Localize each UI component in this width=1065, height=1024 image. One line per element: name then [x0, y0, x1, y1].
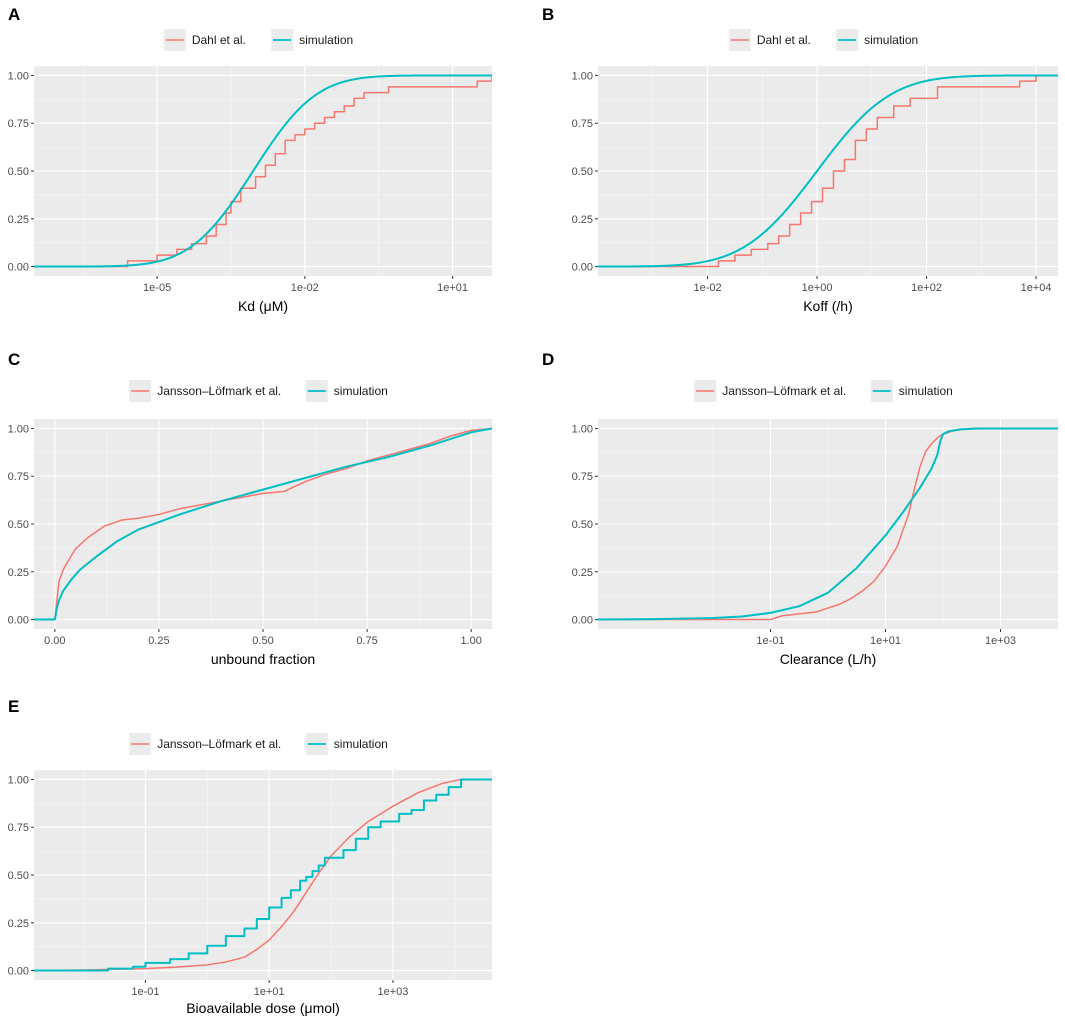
- panel-letter: A: [8, 5, 20, 24]
- x-tick-label: 1e-02: [693, 282, 721, 294]
- x-tick-label: 1e+01: [870, 635, 901, 647]
- series-line-reference: [34, 427, 492, 621]
- y-tick-label: 0.25: [572, 214, 593, 226]
- series-line-simulation: [34, 778, 492, 972]
- x-tick-label: 1e+01: [254, 986, 285, 998]
- legend-label-reference: Dahl et al.: [757, 33, 811, 47]
- legend-label-reference: Jansson–Löfmark et al.: [157, 384, 281, 398]
- y-tick-label: 0.00: [8, 615, 29, 627]
- series-line-simulation: [598, 74, 1058, 268]
- y-tick-label: 1.00: [8, 70, 29, 82]
- series-line-simulation: [598, 427, 1058, 621]
- legend-label-reference: Jansson–Löfmark et al.: [722, 384, 846, 398]
- legend-label-simulation: simulation: [299, 33, 353, 47]
- legend-label-simulation: simulation: [899, 384, 953, 398]
- x-tick-label: 1e-01: [756, 635, 784, 647]
- y-tick-label: 1.00: [572, 70, 593, 82]
- y-tick-label: 0.75: [8, 822, 29, 834]
- x-tick-label: 1e+03: [378, 986, 409, 998]
- x-tick-label: 1e-02: [291, 282, 319, 294]
- y-tick-label: 0.75: [8, 471, 29, 483]
- y-tick-label: 0.00: [8, 966, 29, 978]
- x-tick-label: 0.00: [44, 635, 65, 647]
- legend: Jansson–Löfmark et al. simulation: [129, 380, 388, 402]
- x-tick-label: 1.00: [460, 635, 481, 647]
- series-line-reference: [34, 778, 492, 972]
- legend-label-reference: Jansson–Löfmark et al.: [157, 737, 281, 751]
- y-tick-label: 0.50: [572, 166, 593, 178]
- panel-a: A Dahl et al. simulation 0.00 0.25 0.50 0.75 1.…: [8, 5, 492, 314]
- series-line-simulation: [34, 74, 492, 268]
- x-axis-label: unbound fraction: [211, 651, 315, 667]
- legend-label-reference: Dahl et al.: [192, 33, 246, 47]
- x-axis-label: Bioavailable dose (μmol): [186, 1000, 340, 1016]
- x-tick-label: 1e-01: [131, 986, 159, 998]
- series-line-simulation: [34, 427, 492, 621]
- x-axis-label: Koff (/h): [803, 298, 853, 314]
- panel-letter: B: [542, 5, 554, 24]
- legend: Jansson–Löfmark et al. simulation: [129, 733, 388, 755]
- y-tick-label: 0.25: [8, 918, 29, 930]
- legend-label-simulation: simulation: [864, 33, 918, 47]
- y-tick-label: 0.25: [572, 567, 593, 579]
- y-tick-label: 1.00: [572, 423, 593, 435]
- y-tick-label: 0.25: [8, 567, 29, 579]
- y-tick-label: 0.25: [8, 214, 29, 226]
- legend-label-simulation: simulation: [334, 737, 388, 751]
- legend: Dahl et al. simulation: [728, 29, 918, 51]
- y-tick-label: 1.00: [8, 774, 29, 786]
- legend-label-simulation: simulation: [334, 384, 388, 398]
- panel-letter: C: [8, 350, 20, 369]
- y-tick-label: 0.00: [8, 262, 29, 274]
- y-tick-label: 0.75: [572, 118, 593, 130]
- y-tick-label: 0.00: [572, 262, 593, 274]
- x-tick-label: 1e+02: [911, 282, 942, 294]
- x-axis-label: Clearance (L/h): [780, 651, 877, 667]
- x-tick-label: 0.75: [356, 635, 377, 647]
- y-tick-label: 0.50: [8, 519, 29, 531]
- x-tick-label: 1e+04: [1021, 282, 1052, 294]
- panel-d: D Jansson–Löfmark et al. simulation 0.00 0.2…: [542, 350, 1058, 667]
- y-tick-label: 0.75: [572, 471, 593, 483]
- y-tick-label: 1.00: [8, 423, 29, 435]
- y-tick-label: 0.50: [8, 870, 29, 882]
- y-tick-label: 0.50: [8, 166, 29, 178]
- x-axis-label: Kd (μM): [238, 298, 288, 314]
- x-tick-label: 1e+01: [437, 282, 468, 294]
- panel-e: E Jansson–Löfmark et al. simulation 0.00 0.2…: [8, 697, 492, 1016]
- y-tick-label: 0.50: [572, 519, 593, 531]
- x-tick-label: 0.50: [252, 635, 273, 647]
- legend: Jansson–Löfmark et al. simulation: [694, 380, 953, 402]
- x-tick-label: 1e+00: [802, 282, 833, 294]
- series-line-reference: [598, 74, 1058, 268]
- panel-letter: D: [542, 350, 554, 369]
- panel-c: C Jansson–Löfmark et al. simulation 0.00 0.2…: [8, 350, 492, 667]
- x-tick-label: 0.25: [148, 635, 169, 647]
- x-tick-label: 1e-05: [143, 282, 171, 294]
- x-tick-label: 1e+03: [985, 635, 1016, 647]
- panel-b: B Dahl et al. simulation 0.00 0.25 0.50 0.75 1.…: [542, 5, 1058, 314]
- y-tick-label: 0.00: [572, 615, 593, 627]
- panel-letter: E: [8, 697, 19, 716]
- y-tick-label: 0.75: [8, 118, 29, 130]
- legend: Dahl et al. simulation: [163, 29, 353, 51]
